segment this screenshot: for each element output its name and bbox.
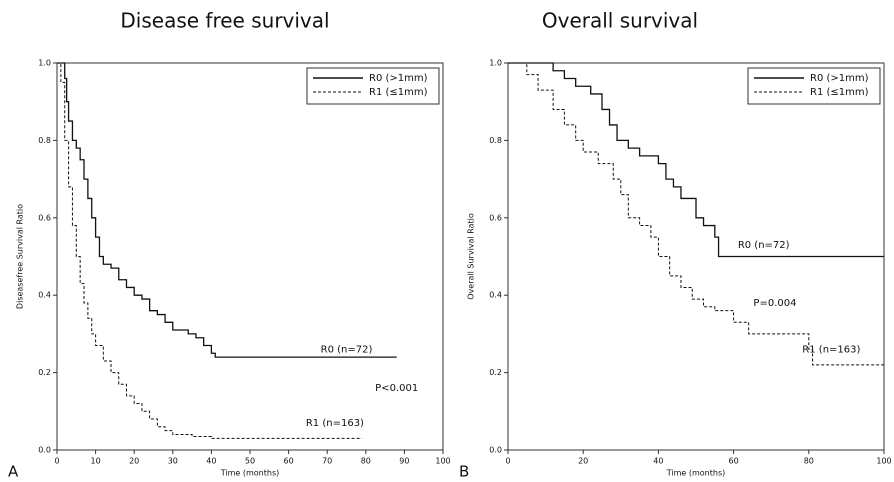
legend-label: R0 (>1mm) [810, 73, 869, 84]
panel-label: A [8, 463, 19, 481]
y-tick-label: 0.8 [38, 136, 51, 145]
y-tick-label: 0.6 [38, 213, 51, 222]
survival-curve [508, 62, 884, 366]
y-tick-label: 0.4 [489, 291, 502, 300]
annotation: P=0.004 [753, 298, 796, 309]
legend-label: R0 (>1mm) [369, 73, 428, 84]
x-tick-label: 80 [804, 457, 814, 466]
x-tick-label: 20 [578, 457, 588, 466]
x-axis-label: Time (months) [220, 469, 280, 478]
legend-box [747, 67, 881, 105]
y-tick-label: 0.6 [489, 213, 502, 222]
x-tick-label: 80 [361, 457, 371, 466]
x-tick-label: 100 [435, 457, 450, 466]
annotation: P<0.001 [375, 383, 418, 394]
legend-label: R1 (≤1mm) [369, 87, 428, 98]
y-tick-label: 1.0 [489, 59, 502, 68]
legend-box [306, 67, 440, 105]
survival-curve [57, 62, 362, 439]
y-axis-label: Overall Survival Ratio [467, 213, 476, 300]
x-tick-label: 90 [399, 457, 409, 466]
x-tick-label: 10 [91, 457, 101, 466]
survival-curve [508, 62, 884, 258]
y-tick-label: 0.2 [38, 368, 51, 377]
annotation: R1 (n=163) [306, 418, 364, 429]
y-axis-label: Diseasefree Survival Ratio [16, 204, 25, 309]
survival-curve [57, 62, 397, 358]
x-tick-label: 20 [129, 457, 139, 466]
x-tick-label: 30 [168, 457, 178, 466]
y-tick-label: 0.8 [489, 136, 502, 145]
x-tick-label: 0 [505, 457, 510, 466]
x-tick-label: 50 [245, 457, 255, 466]
chart-title: Disease free survival [120, 9, 329, 33]
x-axis-label: Time (months) [666, 469, 726, 478]
legend-label: R1 (≤1mm) [810, 87, 869, 98]
annotation: R0 (n=72) [738, 240, 790, 251]
x-tick-label: 0 [54, 457, 59, 466]
x-tick-label: 60 [284, 457, 294, 466]
y-tick-label: 1.0 [38, 59, 51, 68]
y-tick-label: 0.4 [38, 291, 51, 300]
panel-label: B [459, 463, 469, 481]
x-tick-label: 100 [876, 457, 891, 466]
y-tick-label: 0.0 [38, 446, 51, 455]
x-tick-label: 40 [653, 457, 663, 466]
x-tick-label: 60 [729, 457, 739, 466]
x-tick-label: 70 [322, 457, 332, 466]
chart-title: Overall survival [542, 9, 698, 33]
annotation: R1 (n=163) [802, 344, 860, 355]
annotation: R0 (n=72) [321, 344, 373, 355]
x-tick-label: 40 [206, 457, 216, 466]
y-tick-label: 0.2 [489, 368, 502, 377]
y-tick-label: 0.0 [489, 446, 502, 455]
